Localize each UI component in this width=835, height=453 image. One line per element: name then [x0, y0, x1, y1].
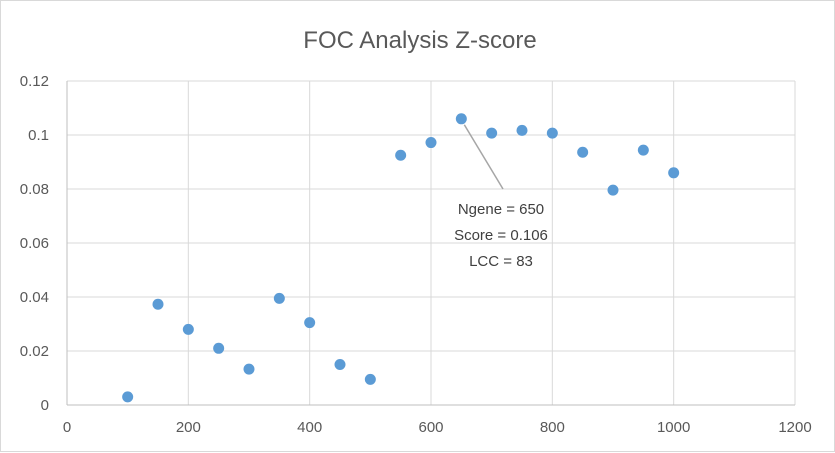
callout-label: LCC = 83	[469, 253, 533, 270]
data-point	[668, 167, 680, 179]
data-point	[455, 113, 467, 125]
data-point	[395, 149, 407, 161]
x-tick-label: 800	[540, 419, 565, 436]
data-point	[425, 137, 437, 149]
x-tick-label: 400	[297, 419, 322, 436]
data-point	[304, 317, 316, 329]
gridlines	[67, 80, 796, 405]
data-point	[273, 292, 285, 304]
data-point	[546, 127, 558, 139]
x-tick-label: 0	[63, 419, 71, 436]
callout-leader-line	[463, 124, 504, 190]
y-tick-label: 0.1	[28, 127, 49, 144]
y-tick-label: 0.08	[20, 181, 49, 198]
data-callout: Ngene = 650 Score = 0.106 LCC = 83	[454, 124, 548, 270]
y-tick-label: 0.02	[20, 343, 49, 360]
x-tick-label: 1200	[778, 419, 811, 436]
data-point	[213, 342, 225, 354]
x-tick-label: 1000	[657, 419, 690, 436]
data-point	[516, 124, 528, 136]
y-tick-label: 0.12	[20, 73, 49, 90]
x-tick-label: 200	[176, 419, 201, 436]
data-point	[122, 391, 134, 403]
data-point	[486, 127, 498, 139]
y-tick-label: 0.06	[20, 235, 49, 252]
x-tick-label: 600	[418, 419, 443, 436]
data-point	[637, 144, 649, 156]
data-points	[122, 113, 680, 403]
y-tick-label: 0	[41, 397, 49, 414]
data-point	[577, 146, 589, 158]
callout-label: Score = 0.106	[454, 227, 548, 244]
data-point	[607, 184, 619, 196]
chart-title: FOC Analysis Z-score	[303, 27, 536, 54]
data-point	[364, 373, 376, 385]
axes	[66, 81, 795, 406]
tick-labels: 0 200 400 600 800 1000 1200 0 0.02 0.04 0.06 0.08 0.…	[20, 73, 812, 436]
data-point	[152, 298, 164, 310]
data-point	[182, 323, 194, 335]
data-point	[334, 359, 346, 370]
y-tick-label: 0.04	[20, 289, 49, 306]
callout-label: Ngene = 650	[458, 201, 544, 218]
data-point	[243, 363, 255, 375]
